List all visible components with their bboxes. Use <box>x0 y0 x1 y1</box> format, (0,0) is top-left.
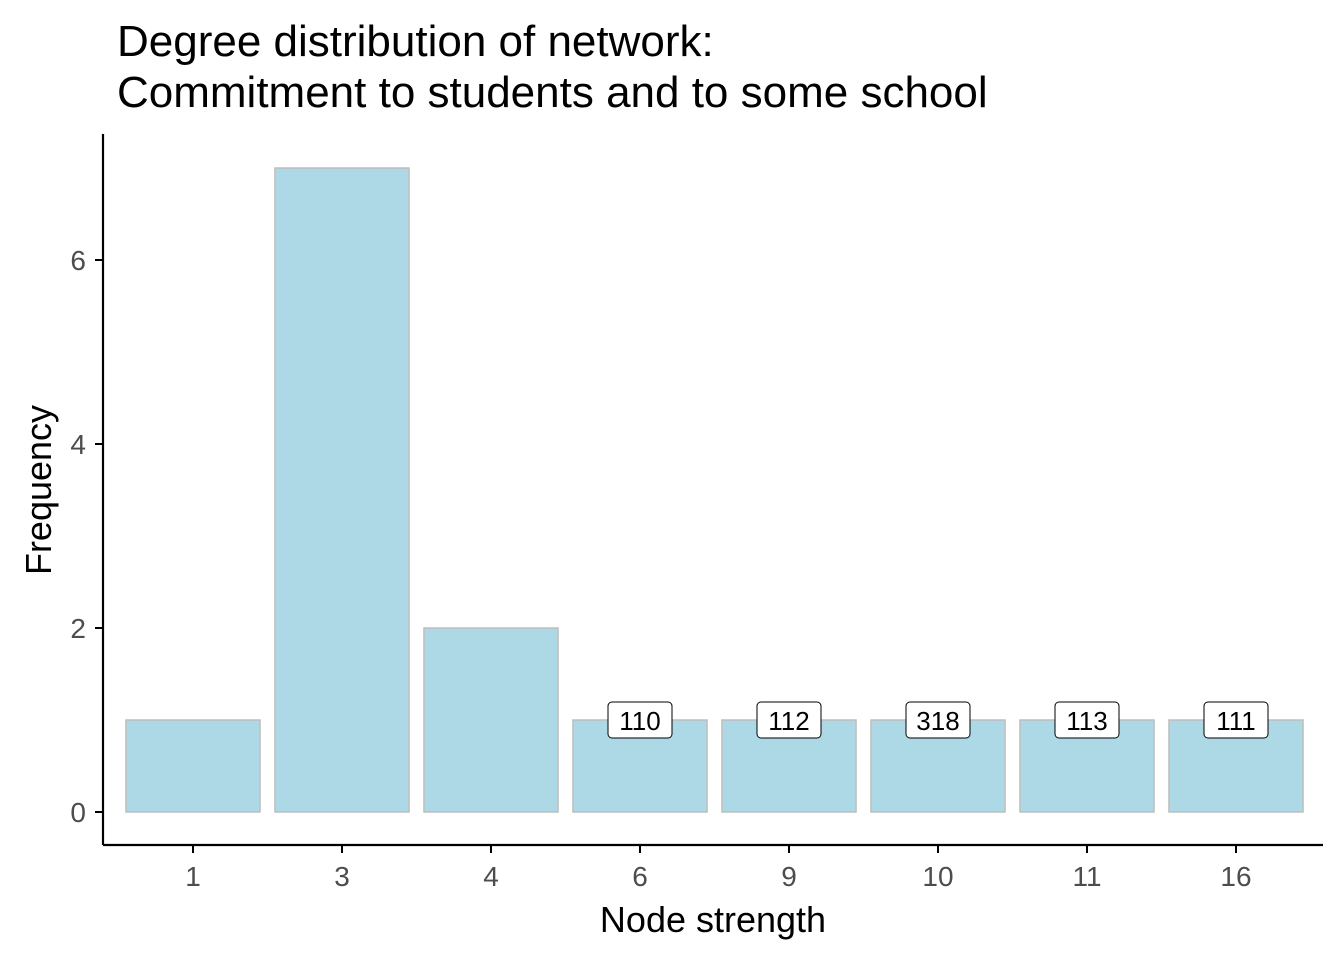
x-tick-label-4: 4 <box>483 861 499 892</box>
bar-label-9: 112 <box>756 701 822 739</box>
bars-group <box>125 167 1304 813</box>
y-axis-title: Frequency <box>18 405 59 575</box>
y-tick-label-6: 6 <box>70 245 86 276</box>
bar-label-10: 318 <box>905 701 971 739</box>
bar-label-box <box>756 701 822 739</box>
bar-label-11: 113 <box>1054 701 1120 739</box>
chart-title-line-2: Commitment to students and to some schoo… <box>117 68 988 117</box>
y-axis-ticks: 0 2 4 6 <box>70 245 103 828</box>
x-axis-ticks: 1 3 4 6 9 10 11 16 <box>185 845 1252 892</box>
bar-labels-group: 110 112 318 113 111 <box>607 701 1269 739</box>
x-tick-label-6: 6 <box>632 861 648 892</box>
bar-label-box <box>1203 701 1269 739</box>
bar-label-6: 110 <box>607 701 673 739</box>
bar-label-text: 113 <box>1066 706 1107 736</box>
bar-label-text: 111 <box>1216 706 1256 736</box>
x-tick-label-11: 11 <box>1072 861 1101 892</box>
bar-label-text: 110 <box>619 706 660 736</box>
bar-label-box <box>905 701 971 739</box>
bar-1 <box>125 719 261 813</box>
bar-label-text: 318 <box>916 706 959 736</box>
x-tick-label-1: 1 <box>185 861 201 892</box>
x-tick-label-9: 9 <box>781 861 797 892</box>
bar-label-text: 112 <box>768 706 809 736</box>
y-tick-label-0: 0 <box>70 797 86 828</box>
bar-3 <box>274 167 410 813</box>
bar-label-box <box>607 701 673 739</box>
chart-title-line-1: Degree distribution of network: <box>117 17 714 66</box>
bar-4 <box>423 627 559 813</box>
x-tick-label-3: 3 <box>334 861 350 892</box>
y-tick-label-2: 2 <box>70 613 86 644</box>
x-tick-label-10: 10 <box>922 861 953 892</box>
x-tick-label-16: 16 <box>1220 861 1251 892</box>
x-axis-title: Node strength <box>600 899 826 940</box>
bar-label-16: 111 <box>1203 701 1269 739</box>
bar-label-box <box>1054 701 1120 739</box>
y-tick-label-4: 4 <box>70 429 86 460</box>
